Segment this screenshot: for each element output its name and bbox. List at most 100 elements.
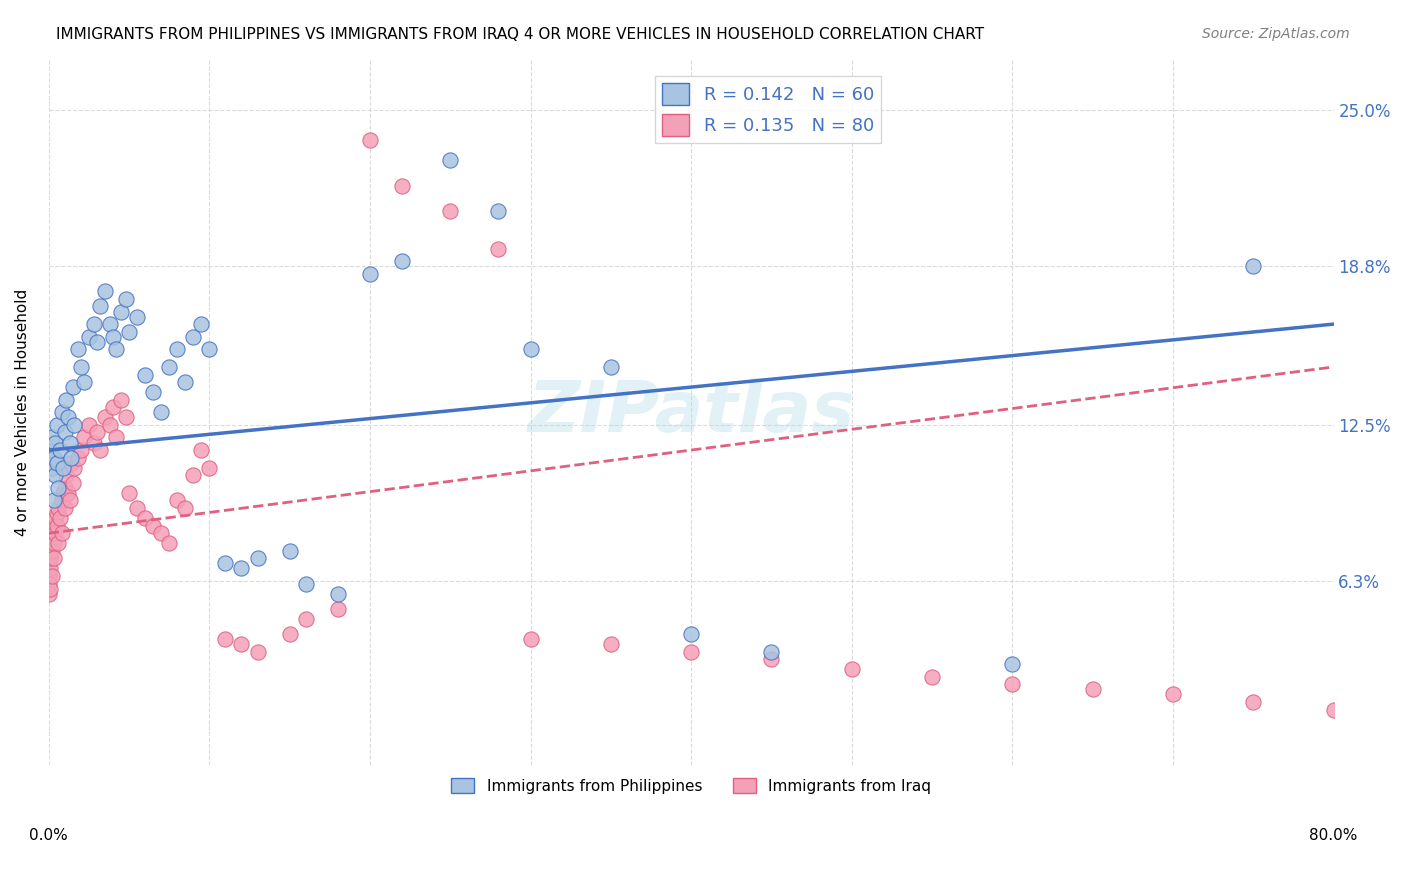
- Immigrants from Iraq: [114, 410, 136, 425]
- Immigrants from Philippines: [44, 435, 66, 450]
- Immigrants from Philippines: [1001, 657, 1024, 672]
- Immigrants from Iraq: [44, 526, 66, 541]
- Immigrants from Philippines: [519, 343, 541, 357]
- Immigrants from Iraq: [60, 456, 83, 470]
- Text: 0.0%: 0.0%: [30, 828, 67, 843]
- Text: ZIPatlas: ZIPatlas: [527, 378, 855, 447]
- Immigrants from Iraq: [73, 430, 96, 444]
- Immigrants from Iraq: [391, 178, 413, 193]
- Immigrants from Philippines: [174, 375, 197, 389]
- Immigrants from Iraq: [681, 645, 703, 659]
- Immigrants from Iraq: [70, 443, 93, 458]
- Immigrants from Iraq: [118, 486, 141, 500]
- Immigrants from Iraq: [45, 518, 67, 533]
- Immigrants from Philippines: [70, 359, 93, 374]
- Immigrants from Iraq: [198, 460, 221, 475]
- Immigrants from Philippines: [49, 443, 72, 458]
- Immigrants from Philippines: [41, 460, 63, 475]
- Immigrants from Iraq: [59, 493, 82, 508]
- Immigrants from Iraq: [77, 417, 100, 432]
- Text: Source: ZipAtlas.com: Source: ZipAtlas.com: [1202, 27, 1350, 41]
- Immigrants from Iraq: [44, 511, 66, 525]
- Legend: Immigrants from Philippines, Immigrants from Iraq: Immigrants from Philippines, Immigrants …: [446, 772, 936, 800]
- Immigrants from Iraq: [278, 627, 301, 641]
- Immigrants from Philippines: [66, 343, 89, 357]
- Immigrants from Iraq: [42, 551, 65, 566]
- Immigrants from Philippines: [89, 300, 111, 314]
- Immigrants from Philippines: [52, 460, 75, 475]
- Immigrants from Iraq: [39, 551, 62, 566]
- Immigrants from Philippines: [86, 334, 108, 349]
- Text: IMMIGRANTS FROM PHILIPPINES VS IMMIGRANTS FROM IRAQ 4 OR MORE VEHICLES IN HOUSEH: IMMIGRANTS FROM PHILIPPINES VS IMMIGRANT…: [56, 27, 984, 42]
- Immigrants from Iraq: [38, 587, 60, 601]
- Immigrants from Iraq: [1161, 688, 1184, 702]
- Immigrants from Iraq: [181, 468, 204, 483]
- Immigrants from Iraq: [214, 632, 236, 646]
- Immigrants from Philippines: [39, 443, 62, 458]
- Immigrants from Iraq: [150, 526, 173, 541]
- Immigrants from Iraq: [294, 612, 316, 626]
- Immigrants from Iraq: [41, 526, 63, 541]
- Immigrants from Iraq: [125, 501, 148, 516]
- Immigrants from Iraq: [599, 637, 621, 651]
- Immigrants from Iraq: [49, 511, 72, 525]
- Immigrants from Iraq: [41, 544, 63, 558]
- Immigrants from Philippines: [51, 405, 73, 419]
- Immigrants from Iraq: [83, 435, 105, 450]
- Immigrants from Philippines: [326, 587, 349, 601]
- Immigrants from Philippines: [59, 435, 82, 450]
- Immigrants from Philippines: [599, 359, 621, 374]
- Immigrants from Iraq: [98, 417, 121, 432]
- Immigrants from Iraq: [761, 652, 783, 666]
- Immigrants from Philippines: [142, 385, 165, 400]
- Immigrants from Iraq: [1081, 682, 1104, 697]
- Immigrants from Iraq: [1322, 702, 1344, 716]
- Immigrants from Iraq: [38, 569, 60, 583]
- Immigrants from Philippines: [166, 343, 188, 357]
- Immigrants from Philippines: [246, 551, 269, 566]
- Immigrants from Iraq: [174, 501, 197, 516]
- Immigrants from Iraq: [38, 557, 60, 571]
- Immigrants from Philippines: [44, 468, 66, 483]
- Immigrants from Iraq: [231, 637, 253, 651]
- Immigrants from Iraq: [66, 450, 89, 465]
- Immigrants from Iraq: [94, 410, 117, 425]
- Immigrants from Philippines: [77, 329, 100, 343]
- Immigrants from Iraq: [39, 536, 62, 550]
- Immigrants from Philippines: [125, 310, 148, 324]
- Immigrants from Iraq: [53, 481, 76, 495]
- Immigrants from Philippines: [231, 561, 253, 575]
- Immigrants from Iraq: [39, 531, 62, 545]
- Immigrants from Philippines: [391, 254, 413, 268]
- Immigrants from Iraq: [38, 576, 60, 591]
- Immigrants from Philippines: [114, 292, 136, 306]
- Immigrants from Philippines: [83, 317, 105, 331]
- Immigrants from Iraq: [41, 569, 63, 583]
- Immigrants from Iraq: [62, 475, 84, 490]
- Immigrants from Philippines: [278, 544, 301, 558]
- Immigrants from Iraq: [110, 392, 132, 407]
- Immigrants from Iraq: [101, 401, 124, 415]
- Immigrants from Iraq: [45, 506, 67, 520]
- Immigrants from Iraq: [1001, 677, 1024, 691]
- Immigrants from Philippines: [42, 493, 65, 508]
- Immigrants from Philippines: [53, 425, 76, 440]
- Immigrants from Iraq: [157, 536, 180, 550]
- Immigrants from Iraq: [519, 632, 541, 646]
- Immigrants from Philippines: [681, 627, 703, 641]
- Immigrants from Iraq: [39, 582, 62, 596]
- Immigrants from Philippines: [486, 203, 509, 218]
- Immigrants from Philippines: [45, 417, 67, 432]
- Immigrants from Philippines: [73, 375, 96, 389]
- Immigrants from Philippines: [181, 329, 204, 343]
- Immigrants from Iraq: [89, 443, 111, 458]
- Immigrants from Philippines: [1241, 259, 1264, 273]
- Immigrants from Iraq: [51, 526, 73, 541]
- Immigrants from Iraq: [38, 544, 60, 558]
- Immigrants from Philippines: [157, 359, 180, 374]
- Text: 80.0%: 80.0%: [1309, 828, 1358, 843]
- Immigrants from Iraq: [841, 662, 863, 676]
- Immigrants from Philippines: [48, 481, 70, 495]
- Immigrants from Philippines: [42, 450, 65, 465]
- Immigrants from Philippines: [98, 317, 121, 331]
